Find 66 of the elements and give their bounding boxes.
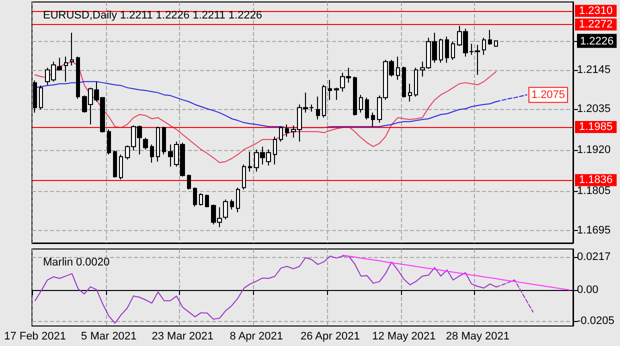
candlestick: [328, 79, 332, 100]
candlestick: [193, 187, 197, 208]
annotation: 1.2075: [531, 88, 566, 101]
candlestick: [64, 56, 68, 82]
candlestick: [242, 164, 246, 190]
candlestick: [322, 84, 326, 118]
candlestick: [39, 85, 43, 110]
y-tick-label: 1.2226: [580, 35, 614, 48]
x-tick-label: 28 May 2021: [446, 330, 510, 342]
candlestick: [445, 36, 449, 64]
candlestick: [353, 76, 357, 116]
candlestick: [451, 41, 455, 60]
ref-line-label: 1.2272: [579, 18, 613, 30]
candlestick: [334, 87, 339, 100]
ref-line-label: 1.1985: [579, 120, 613, 133]
candlestick: [205, 194, 209, 208]
x-tick-label: 12 May 2021: [372, 330, 436, 342]
candlestick: [236, 187, 240, 213]
y-tick-label: 1.2035: [577, 103, 611, 116]
y-tick-label: 1.1695: [577, 224, 611, 237]
candlestick: [402, 66, 406, 98]
candlestick: [488, 29, 492, 46]
y-tick-label: 0.00: [577, 284, 598, 296]
candlestick: [70, 32, 74, 66]
candlestick: [408, 83, 412, 102]
y-tick-label: 1.2145: [577, 64, 611, 76]
candlestick: [414, 67, 418, 98]
candlestick: [76, 56, 80, 100]
candlestick: [230, 198, 234, 210]
candlestick: [273, 136, 277, 165]
candlestick: [199, 192, 203, 206]
candlestick: [396, 56, 400, 80]
x-tick-label: 26 Apr 2021: [300, 330, 360, 342]
candlestick: [156, 126, 160, 162]
ref-line-label: 1.2310: [579, 4, 613, 17]
candlestick: [494, 40, 498, 47]
candlestick: [162, 126, 166, 155]
candlestick: [365, 97, 369, 120]
candlestick: [371, 112, 375, 128]
candlestick: [439, 38, 443, 64]
candlestick: [143, 137, 148, 150]
ref-line-label: 1.1836: [579, 174, 613, 186]
candlestick: [187, 174, 191, 190]
y-tick-label: 0.0217: [577, 251, 611, 264]
y-tick-label: -0.0205: [577, 315, 614, 328]
text: EURUSD,Daily 1.2211 1.2226 1.2211 1.2226: [43, 10, 262, 22]
candlestick: [285, 124, 289, 138]
x-tick-label: 5 Mar 2021: [81, 330, 137, 342]
candlestick: [248, 151, 252, 172]
line-series: [342, 254, 570, 290]
x-tick-label: 8 Apr 2021: [230, 330, 283, 342]
candlestick: [150, 144, 154, 164]
y-tick-label: 1.1805: [577, 185, 611, 198]
candlestick: [279, 126, 283, 142]
y-tick-label: 1.1920: [577, 144, 611, 156]
text: Marlin 0.0020: [43, 256, 110, 268]
candlestick: [223, 198, 228, 220]
candlestick: [113, 150, 117, 178]
line-series: [34, 61, 497, 164]
candlestick: [107, 128, 111, 155]
candlestick: [359, 94, 363, 114]
x-tick-label: 23 Mar 2021: [152, 330, 214, 342]
candlestick: [316, 96, 320, 120]
candlestick: [119, 154, 123, 180]
x-tick-label: 17 Feb 2021: [4, 330, 66, 342]
candlestick: [482, 37, 486, 56]
